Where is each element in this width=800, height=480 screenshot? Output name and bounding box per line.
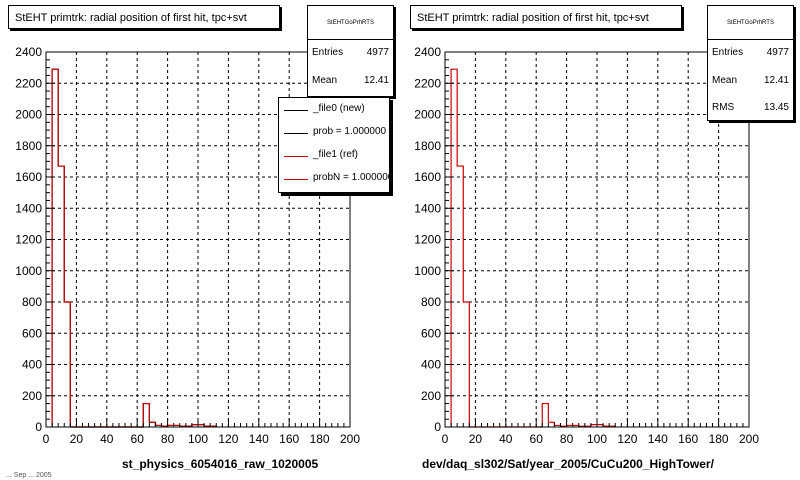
y-tick-label: 800 — [421, 295, 441, 309]
legend-swatch — [284, 156, 308, 157]
y-tick-label: 600 — [421, 326, 441, 340]
x-tick-label: 40 — [499, 432, 513, 446]
y-tick-label: 1800 — [414, 139, 441, 153]
x-tick-label: 200 — [739, 432, 759, 446]
left-panel: 0 20 40 60 80 100 120 140 160 180 200 0 200 400 600 800… — [6, 5, 394, 479]
x-tick-label: 20 — [70, 432, 84, 446]
right-title-text: StEHT primtrk: radial position of first … — [417, 12, 649, 24]
x-tick-label: 160 — [678, 432, 698, 446]
y-tick-label: 200 — [22, 389, 42, 403]
right-plot: 0 20 40 60 80 100 120 140 160 180 2000200400600800… — [414, 45, 759, 446]
y-tick-label: 1000 — [414, 264, 441, 278]
y-tick-label: 200 — [421, 389, 441, 403]
y-tick-label: 1800 — [15, 139, 42, 153]
legend-label: _file1 (ref) — [313, 149, 359, 160]
y-tick-label: 0 — [434, 420, 441, 434]
stats-key: Mean — [312, 75, 338, 86]
y-tick-label: 1600 — [15, 170, 42, 184]
y-tick-label: 0 — [35, 420, 42, 434]
x-tick-label: 180 — [310, 432, 330, 446]
x-tick-label: 140 — [648, 432, 668, 446]
x-tick-label: 100 — [188, 432, 208, 446]
y-tick-label: 400 — [22, 358, 42, 372]
x-tick-label: 60 — [530, 432, 544, 446]
x-tick-label: 0 — [43, 432, 50, 446]
y-tick-label: 1600 — [414, 170, 441, 184]
legend-item: probN = 1.000000 — [279, 169, 390, 191]
legend-swatch — [284, 133, 308, 134]
left-title: StEHT primtrk: radial position of first … — [8, 5, 280, 29]
y-tick-label: 2400 — [15, 45, 42, 59]
legend-label: probN = 1.000000 — [313, 172, 390, 183]
left-title-text: StEHT primtrk: radial position of first … — [15, 12, 247, 24]
legend-item: _file0 (new) — [279, 100, 389, 122]
stats-key: Entries — [312, 47, 344, 58]
legend-label: prob = 1.000000 — [313, 126, 387, 137]
y-tick-label: 1400 — [414, 201, 441, 215]
legend-label: _file0 (new) — [313, 103, 365, 114]
x-tick-label: 120 — [617, 432, 637, 446]
x-tick-label: 120 — [218, 432, 238, 446]
stats-value: 12.41 — [363, 75, 389, 86]
legend: _file0 (new) prob = 1.000000 _file1 (ref… — [278, 97, 390, 193]
stats-value: 4977 — [366, 47, 389, 58]
right-x-axis-name: dev/daq_sl302/Sat/year_2005/CuCu200_High… — [422, 457, 714, 471]
y-tick-label: 1200 — [15, 233, 42, 247]
footnote: ... Sep ... 2005 — [6, 472, 52, 479]
stats-row-mean: Mean 12.41 — [712, 75, 789, 89]
stats-key: RMS — [712, 102, 735, 113]
y-tick-label: 2000 — [15, 108, 42, 122]
y-tick-label: 1400 — [15, 201, 42, 215]
stats-row-entries: Entries 4977 — [312, 47, 389, 61]
right-stats-box: StEHTGoPrhRTS Entries 4977 Mean 12.41 RM… — [707, 5, 794, 121]
y-tick-label: 800 — [22, 295, 42, 309]
stats-value: 12.41 — [763, 75, 789, 86]
legend-swatch — [284, 110, 308, 111]
stats-name: StEHTGoPrhRTS — [327, 20, 374, 26]
y-tick-label: 2200 — [15, 76, 42, 90]
right-panel: 0 20 40 60 80 100 120 140 160 180 200 0 200 400 600 800… — [400, 0, 800, 480]
right-title: StEHT primtrk: radial position of first … — [410, 5, 682, 29]
stats-row-rms: RMS 13.45 — [712, 102, 789, 116]
y-tick-label: 2400 — [414, 45, 441, 59]
x-tick-label: 180 — [709, 432, 729, 446]
stats-key: Mean — [712, 75, 738, 86]
legend-item: prob = 1.000000 — [279, 123, 389, 145]
legend-swatch — [284, 179, 308, 180]
stats-value: 13.45 — [763, 102, 789, 113]
x-tick-label: 80 — [161, 432, 175, 446]
stats-name: StEHTGoPrhRTS — [727, 20, 774, 26]
x-tick-label: 40 — [100, 432, 114, 446]
stats-row-entries: Entries 4977 — [712, 47, 789, 61]
legend-item: _file1 (ref) — [279, 146, 389, 168]
stats-divider — [308, 39, 393, 40]
y-tick-label: 2000 — [414, 108, 441, 122]
stats-key: Entries — [712, 47, 744, 58]
y-tick-label: 400 — [421, 358, 441, 372]
left-x-axis-name: st_physics_6054016_raw_1020005 — [122, 457, 319, 471]
x-tick-label: 140 — [249, 432, 269, 446]
x-tick-label: 100 — [587, 432, 607, 446]
x-tick-label: 160 — [279, 432, 299, 446]
x-tick-label: 0 — [442, 432, 449, 446]
y-tick-label: 1000 — [15, 264, 42, 278]
x-tick-label: 20 — [469, 432, 483, 446]
stats-divider — [708, 39, 793, 40]
stats-value: 4977 — [766, 47, 789, 58]
y-tick-label: 600 — [22, 326, 42, 340]
x-tick-label: 200 — [340, 432, 360, 446]
y-tick-label: 2200 — [414, 76, 441, 90]
x-tick-label: 80 — [560, 432, 574, 446]
x-tick-label: 60 — [131, 432, 145, 446]
stats-row-mean: Mean 12.41 — [312, 75, 389, 89]
left-stats-box: StEHTGoPrhRTS Entries 4977 Mean 12.41 — [307, 5, 394, 97]
y-tick-label: 1200 — [414, 233, 441, 247]
